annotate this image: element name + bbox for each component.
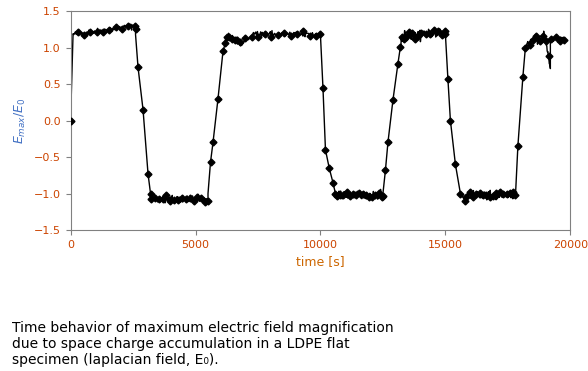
X-axis label: time [s]: time [s]: [296, 255, 345, 268]
Y-axis label: $E_{max}/E_0$: $E_{max}/E_0$: [13, 97, 28, 144]
Text: Time behavior of maximum electric field magnification
due to space charge accumu: Time behavior of maximum electric field …: [12, 321, 393, 367]
